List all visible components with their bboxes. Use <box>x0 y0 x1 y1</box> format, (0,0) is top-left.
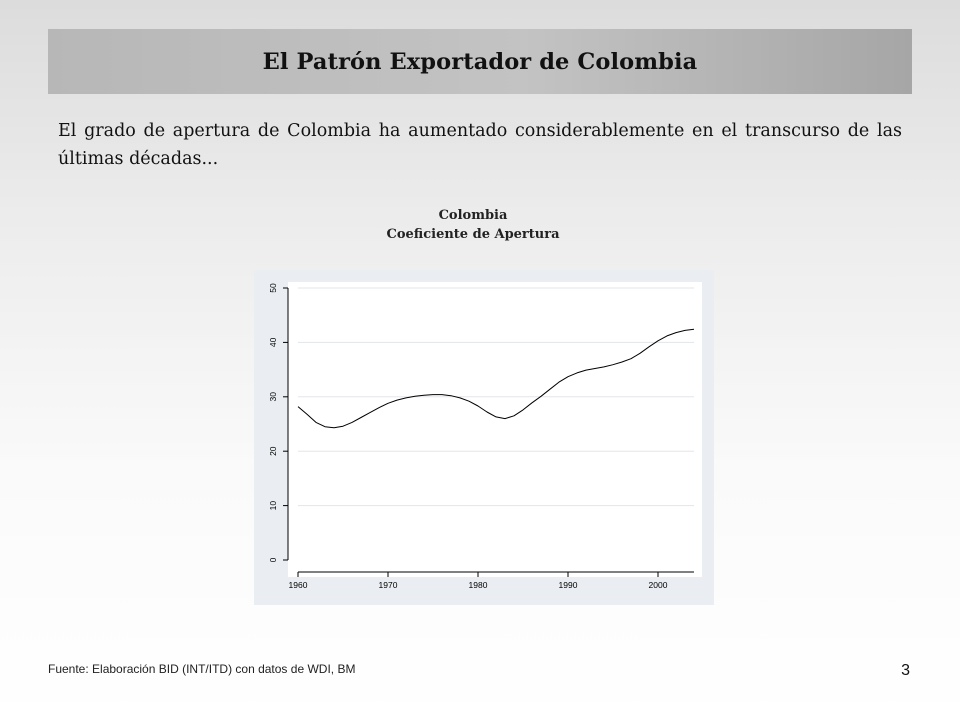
grid-lines <box>298 287 694 507</box>
source-note: Fuente: Elaboración BID (INT/ITD) con da… <box>48 662 356 676</box>
chart-heading: Colombia Coeficiente de Apertura <box>300 206 646 244</box>
y-tick-label: 0 <box>268 557 278 562</box>
chart-title: Colombia <box>438 208 508 223</box>
title-bar: El Patrón Exportador de Colombia <box>48 29 912 94</box>
intro-paragraph: El grado de apertura de Colombia ha aume… <box>58 121 902 169</box>
x-tick-label: 1980 <box>469 580 488 590</box>
x-tick-label: 1960 <box>289 580 308 590</box>
y-tick-label: 40 <box>268 337 278 347</box>
axes: 0 10 20 30 40 50 1960 1970 1980 1990 2000 <box>268 283 694 590</box>
series-lines <box>297 328 695 429</box>
line-chart: 0 10 20 30 40 50 1960 1970 1980 1990 2000 <box>268 282 702 590</box>
x-tick-label: 1990 <box>559 580 578 590</box>
y-tick-label: 20 <box>268 446 278 456</box>
x-tick-label: 2000 <box>649 580 668 590</box>
chart-subtitle: Coeficiente de Apertura <box>386 227 560 242</box>
y-tick-label: 30 <box>268 392 278 402</box>
page-number: 3 <box>901 662 910 679</box>
plot-area <box>288 282 702 577</box>
chart-panel: 0 10 20 30 40 50 1960 1970 1980 1990 2000 <box>254 270 714 605</box>
series-line <box>297 328 695 429</box>
slide-title: El Patrón Exportador de Colombia <box>262 48 698 75</box>
x-tick-label: 1970 <box>379 580 398 590</box>
y-tick-label: 50 <box>268 283 278 293</box>
y-tick-label: 10 <box>268 501 278 511</box>
